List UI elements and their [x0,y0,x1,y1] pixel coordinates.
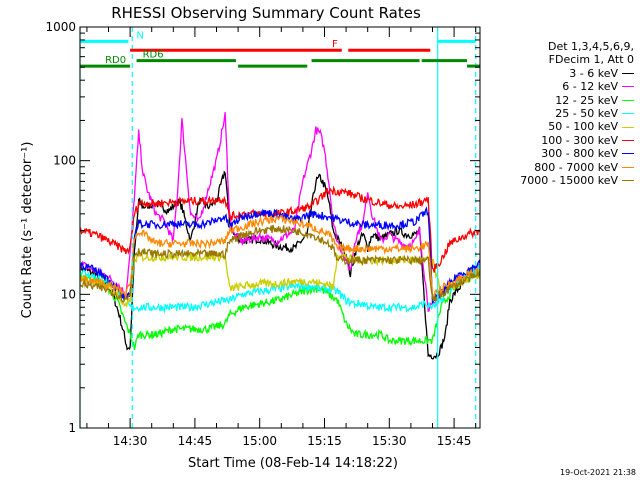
x-tick-label-1: 14:45 [178,434,213,448]
legend-label-7: 800 - 7000 keV [534,160,618,174]
x-tick-label-4: 15:30 [372,434,407,448]
axes-layer [79,26,481,429]
legend-rows: 3 - 6 keV 6 - 12 keV 12 - 25 keV 25 - 50 ke… [478,67,634,188]
legend-label-8: 7000 - 15000 keV [520,173,618,187]
legend-label-1: 6 - 12 keV [562,80,618,94]
legend-item-2: 12 - 25 keV [478,94,634,107]
state-label-2: F [332,39,338,50]
x-axis-label: Start Time (08-Feb-14 14:18:22) [188,456,398,471]
legend-swatch-3 [622,113,634,115]
series-line-4 [79,250,481,309]
series-line-1 [79,112,481,313]
legend-label-5: 100 - 300 keV [541,133,618,147]
legend-item-7: 800 - 7000 keV [478,161,634,174]
legend-swatch-1 [622,86,634,88]
series-line-6 [79,206,481,304]
ticks-layer: 1 10 100 1000 14:30 14:45 15:00 15:15 15:30 15:45 [45,20,480,448]
y-axis-label: Count Rate (s⁻¹ detector⁻¹) [20,142,35,319]
x-tick-label-3: 15:15 [307,434,342,448]
series-line-2 [79,269,481,350]
series-line-3 [79,263,481,314]
plot-frame [79,26,481,429]
legend-swatch-7 [622,166,634,168]
y-tick-label-3: 1000 [45,20,76,34]
legend-swatch-6 [622,153,634,155]
y-tick-label-2: 100 [53,154,76,168]
legend-item-5: 100 - 300 keV [478,134,634,147]
state-label-0: N [136,30,143,41]
state-label-5: RD6 [143,50,164,61]
x-tick-label-0: 14:30 [113,434,148,448]
legend-item-3: 25 - 50 keV [478,107,634,120]
legend-header-line-2: FDecim 1, Att 0 [548,53,634,67]
series-layer [79,112,481,360]
footer-timestamp: 19-Oct-2021 21:38 [560,468,636,477]
legend-item-1: 6 - 12 keV [478,80,634,93]
legend-item-4: 50 - 100 keV [478,120,634,133]
legend-swatch-2 [622,99,634,101]
legend-swatch-5 [622,139,634,141]
legend: Det 1,3,4,5,6,9, FDecim 1, Att 0 3 - 6 k… [478,40,634,187]
legend-label-3: 25 - 50 keV [555,106,618,120]
chart-title: RHESSI Observing Summary Count Rates [111,4,421,22]
y-tick-label-0: 1 [68,421,76,435]
y-tick-label-1: 10 [61,287,76,301]
series-line-8 [79,224,481,303]
legend-header-line-1: Det 1,3,4,5,6,9, [547,40,634,53]
legend-swatch-8 [622,180,634,182]
legend-swatch-0 [622,73,634,74]
x-tick-label-2: 15:00 [242,434,277,448]
x-tick-label-5: 15:45 [437,434,472,448]
state-label-4: RD0 [105,55,126,66]
legend-label-0: 3 - 6 keV [569,66,618,80]
legend-swatch-4 [622,126,634,128]
legend-item-8: 7000 - 15000 keV [478,174,634,187]
legend-item-0: 3 - 6 keV [478,67,634,80]
legend-item-6: 300 - 800 keV [478,147,634,160]
legend-label-2: 12 - 25 keV [555,93,618,107]
series-line-0 [79,170,481,360]
series-line-7 [79,214,481,298]
legend-label-4: 50 - 100 keV [548,120,618,134]
legend-label-6: 300 - 800 keV [541,147,618,161]
